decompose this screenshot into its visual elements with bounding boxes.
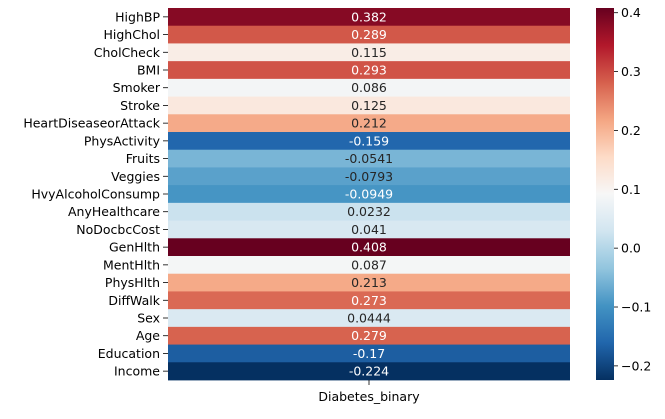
y-tick-label: HighBP	[115, 9, 160, 24]
y-tick-label: HighChol	[103, 27, 160, 42]
y-axis: HighBP HighChol CholCheck BMI Smoker Stroke He…	[23, 9, 168, 379]
y-tick-label: Income	[114, 364, 160, 379]
heatmap-cell	[168, 362, 570, 381]
colorbar-tick-label: 0.1	[621, 182, 641, 197]
cell-value-label: -0.224	[349, 364, 389, 379]
y-tick-label: Stroke	[120, 98, 160, 113]
heatmap-cell	[168, 220, 570, 239]
y-tick-label: NoDocbcCost	[76, 222, 160, 237]
y-tick-label: HvyAlcoholConsump	[31, 187, 160, 202]
cell-value-label: 0.115	[351, 45, 387, 60]
cell-value-label: -0.17	[353, 346, 385, 361]
y-tick-label: Fruits	[126, 151, 160, 166]
colorbar-tick-label: 0.2	[621, 123, 641, 138]
heatmap-cell	[168, 185, 570, 204]
y-tick-label: PhysActivity	[84, 133, 161, 148]
cell-value-label: 0.293	[351, 63, 387, 78]
heatmap-cell	[168, 43, 570, 62]
cell-value-label: 0.273	[351, 293, 387, 308]
cell-value-label: -0.0541	[345, 151, 393, 166]
heatmap-cell	[168, 344, 570, 363]
cell-value-label: 0.408	[351, 240, 387, 255]
heatmap-cell	[168, 96, 570, 115]
colorbar: 0.4 0.3 0.2 0.1 0.0 −0.1 −0.2	[596, 5, 651, 380]
cell-value-label: 0.289	[351, 27, 387, 42]
colorbar-tick-label: 0.0	[621, 241, 641, 256]
heatmap-cell	[168, 273, 570, 292]
heatmap-cell	[168, 114, 570, 133]
heatmap-cell	[168, 202, 570, 221]
cell-value-label: 0.279	[351, 328, 387, 343]
heatmap-cell	[168, 291, 570, 310]
colorbar-tick-label: −0.1	[621, 300, 651, 315]
colorbar-gradient	[596, 8, 614, 380]
y-tick-label: MentHlth	[103, 257, 160, 272]
heatmap-cell	[168, 238, 570, 257]
heatmap-cell	[168, 167, 570, 186]
cell-value-label: -0.0949	[345, 187, 393, 202]
y-tick-label: BMI	[137, 63, 160, 78]
y-tick-label: GenHlth	[109, 240, 160, 255]
colorbar-tick-label: 0.4	[621, 5, 641, 20]
cell-value-label: 0.0232	[347, 204, 391, 219]
y-tick-label: AnyHealthcare	[68, 204, 160, 219]
cell-value-label: 0.087	[351, 257, 387, 272]
cell-value-label: 0.0444	[347, 311, 391, 326]
x-tick-label: Diabetes_binary	[318, 389, 420, 404]
heatmap-cell	[168, 132, 570, 151]
y-tick-label: CholCheck	[94, 45, 161, 60]
y-tick-label: HeartDiseaseorAttack	[23, 116, 160, 131]
cell-value-label: -0.0793	[345, 169, 393, 184]
y-tick-label: Smoker	[113, 80, 161, 95]
heatmap-cell	[168, 256, 570, 275]
heatmap-cell	[168, 61, 570, 80]
colorbar-tick-label: −0.2	[621, 358, 651, 373]
y-tick-label: DiffWalk	[108, 293, 160, 308]
y-tick-label: Education	[98, 346, 160, 361]
cell-value-label: 0.125	[351, 98, 387, 113]
cell-value-label: 0.213	[351, 275, 387, 290]
y-tick-label: Age	[136, 328, 160, 343]
cell-value-label: 0.041	[351, 222, 387, 237]
cell-value-label: 0.382	[351, 9, 387, 24]
cell-value-label: 0.086	[351, 80, 387, 95]
x-axis: Diabetes_binary	[318, 380, 420, 404]
y-tick-label: Sex	[137, 311, 160, 326]
heatmap-cell	[168, 8, 570, 27]
heatmap-cell	[168, 149, 570, 168]
y-tick-label: PhysHlth	[105, 275, 160, 290]
heatmap-cell	[168, 309, 570, 328]
colorbar-tick-label: 0.3	[621, 64, 641, 79]
cell-value-label: -0.159	[349, 133, 389, 148]
heatmap-cell	[168, 25, 570, 44]
heatmap-cells: 0.382 0.289 0.115 0.293 0.086 0.125 0.212 -0.15…	[168, 8, 570, 381]
heatmap-cell	[168, 78, 570, 97]
y-tick-label: Veggies	[111, 169, 160, 184]
cell-value-label: 0.212	[351, 116, 387, 131]
heatmap-cell	[168, 326, 570, 345]
